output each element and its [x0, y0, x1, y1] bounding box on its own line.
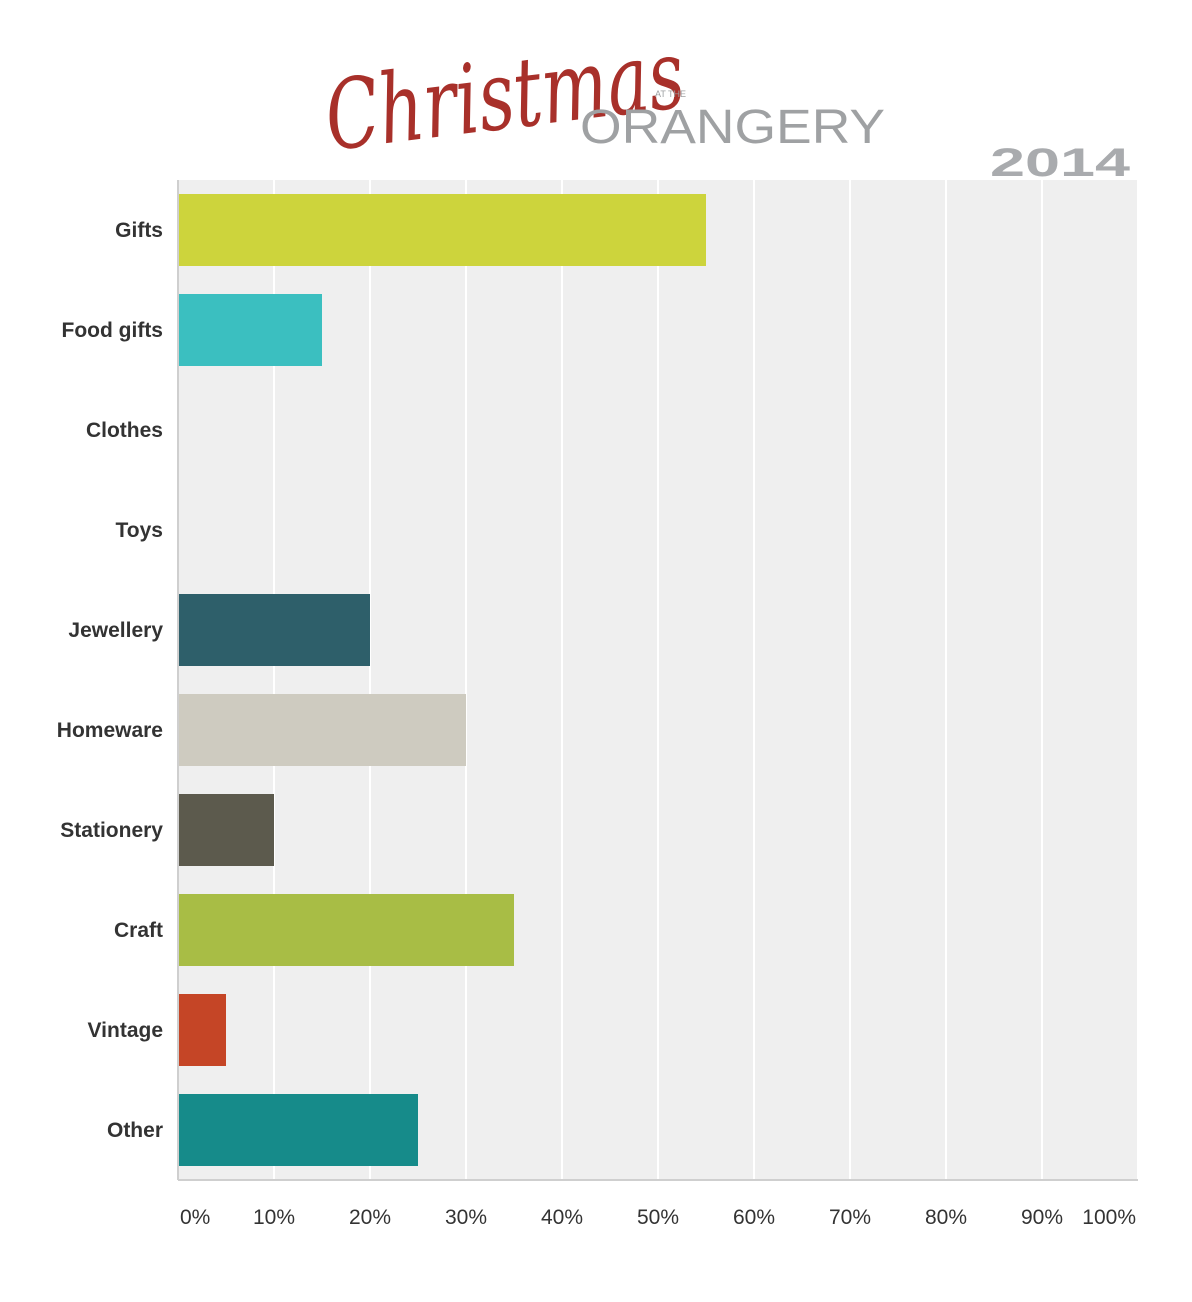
x-tick-label: 90% [1021, 1206, 1063, 1229]
bars [179, 194, 706, 1166]
category-label: Clothes [86, 419, 163, 442]
category-label: Other [107, 1119, 163, 1142]
category-labels: Gifts Food gifts Clothes Toys Jewellery Homew… [57, 219, 164, 1142]
category-label: Food gifts [62, 319, 163, 342]
bar [179, 594, 370, 666]
logo-word-text: ORANGERY [580, 101, 885, 154]
x-tick-label: 80% [925, 1206, 967, 1229]
category-label: Gifts [115, 219, 163, 242]
bar [179, 294, 322, 366]
bar [179, 694, 466, 766]
logo-small-text: AT THE [655, 89, 686, 99]
category-label: Vintage [88, 1019, 163, 1042]
bar [179, 994, 226, 1066]
x-tick-labels: 0% 10% 20% 30% 40% 50% 60% 70% 80% 90% 100% [180, 1206, 1136, 1229]
x-tick-label: 0% [180, 1206, 210, 1229]
bar [179, 894, 514, 966]
category-label: Stationery [60, 819, 163, 842]
x-tick-label: 70% [829, 1206, 871, 1229]
bar [179, 194, 706, 266]
x-tick-label: 20% [349, 1206, 391, 1229]
category-label: Toys [116, 519, 163, 542]
bar [179, 794, 274, 866]
x-tick-label: 30% [445, 1206, 487, 1229]
category-label: Jewellery [68, 619, 163, 642]
category-label: Craft [114, 919, 163, 942]
christmas-at-the-orangery-logo: Christmas AT THE ORANGERY 2014 [319, 18, 1131, 185]
x-tick-label: 60% [733, 1206, 775, 1229]
logo-year: 2014 [990, 141, 1131, 185]
category-label: Homeware [57, 719, 163, 742]
x-tick-label: 50% [637, 1206, 679, 1229]
bar [179, 1094, 418, 1166]
x-tick-label: 10% [253, 1206, 295, 1229]
x-tick-label: 100% [1082, 1206, 1136, 1229]
x-tick-label: 40% [541, 1206, 583, 1229]
